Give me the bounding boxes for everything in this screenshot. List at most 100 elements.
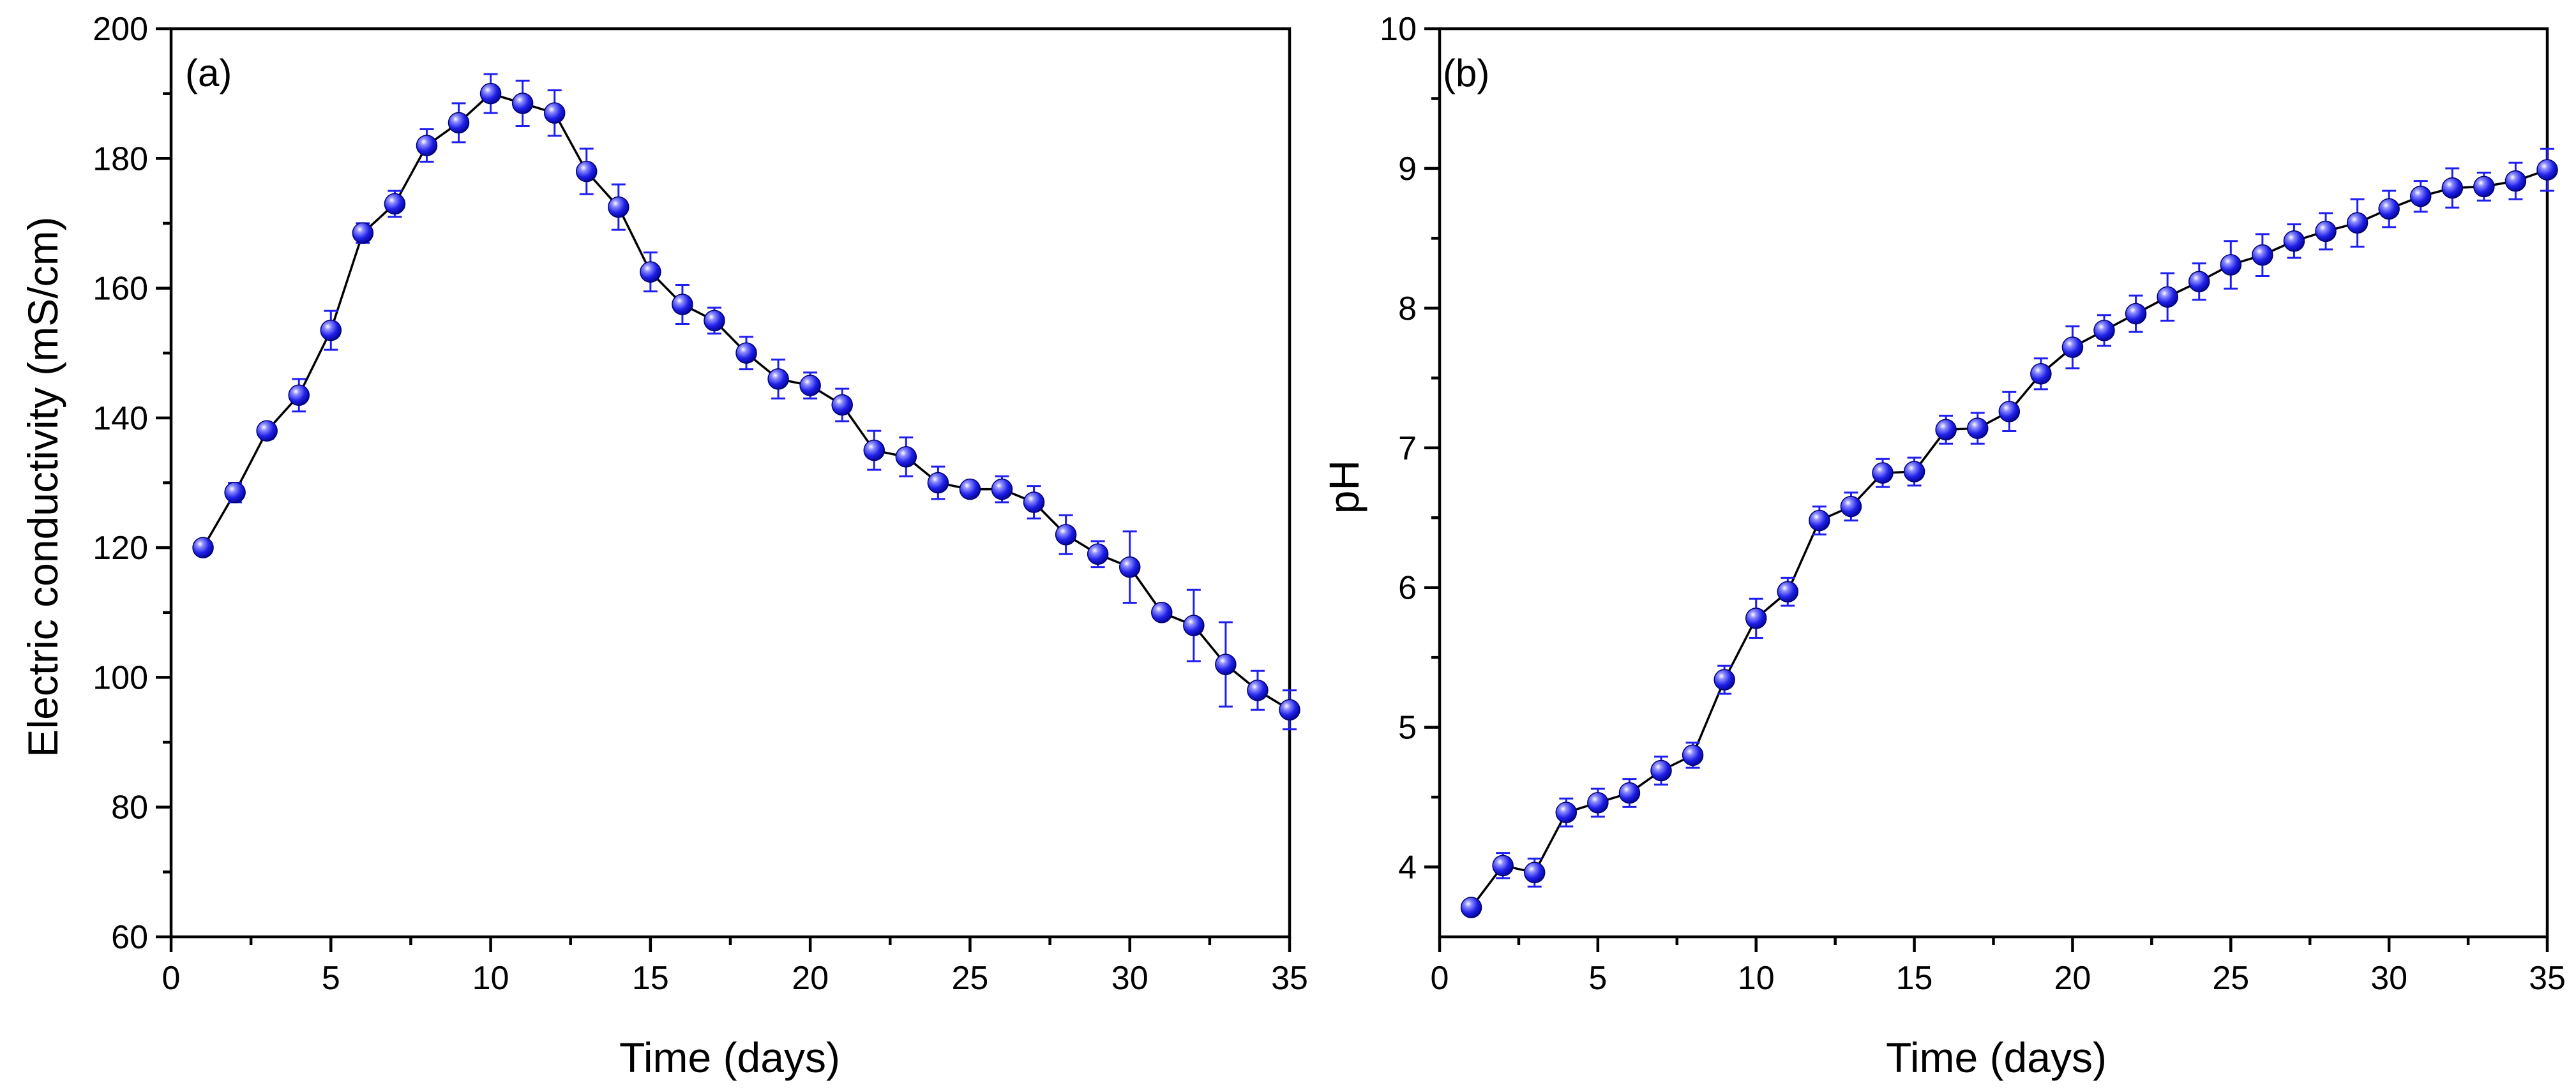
- data-point: [1555, 802, 1578, 823]
- x-tick-label: 5: [322, 960, 340, 997]
- data-point: [2252, 244, 2273, 266]
- y-tick-label: 8: [1398, 290, 1417, 327]
- x-axis-title: Time (days): [619, 1034, 840, 1081]
- data-point: [1777, 581, 1799, 603]
- data-point: [1087, 543, 1109, 565]
- data-point: [1151, 602, 1173, 623]
- data-point: [1809, 509, 1830, 532]
- data-point: [511, 93, 534, 114]
- data-point: [479, 82, 502, 105]
- data-point: [1935, 419, 1957, 441]
- data-point: [2409, 185, 2432, 207]
- data-point: [1119, 556, 1141, 578]
- data-point: [2473, 175, 2495, 198]
- data-point: [1872, 462, 1894, 484]
- data-point: [1523, 862, 1546, 884]
- data-point: [1966, 417, 1989, 439]
- panel-label: (b): [1443, 52, 1489, 94]
- x-tick-label: 15: [1896, 960, 1933, 997]
- data-point: [1682, 744, 1704, 766]
- y-tick-label: 4: [1398, 849, 1417, 886]
- data-point: [927, 472, 949, 494]
- data-point: [384, 193, 406, 215]
- data-point: [288, 384, 310, 407]
- data-point: [1023, 491, 1045, 513]
- y-tick-label: 120: [93, 530, 148, 567]
- x-tick-label: 25: [2212, 960, 2249, 997]
- x-tick-label: 35: [1271, 960, 1308, 997]
- data-point: [1247, 680, 1269, 701]
- data-point: [256, 420, 278, 442]
- plot-frame: [169, 27, 1292, 939]
- data-point: [2093, 320, 2115, 341]
- y-tick-label: 160: [93, 271, 148, 308]
- y-tick-label: 10: [1380, 11, 1417, 48]
- y-tick-label: 200: [93, 11, 148, 48]
- x-tick-label: 35: [2529, 960, 2566, 997]
- data-point: [799, 375, 821, 396]
- y-tick-label: 140: [93, 400, 148, 437]
- data-point: [320, 319, 342, 341]
- series-line: [202, 92, 1290, 711]
- data-point: [1998, 401, 2021, 422]
- data-point: [991, 478, 1013, 500]
- y-tick-label: 60: [111, 919, 148, 956]
- data-point: [959, 478, 981, 500]
- y-axis-title: pH: [1320, 460, 1367, 514]
- data-point: [1618, 782, 1641, 804]
- y-tick-label: 5: [1398, 710, 1417, 747]
- panel-label: (a): [185, 52, 232, 94]
- x-tick-label: 20: [2054, 960, 2091, 997]
- chart-panel-a: (a) Time (days) Electric conductivity (m…: [19, 11, 1308, 1081]
- data-point: [2125, 302, 2147, 325]
- x-tick-label: 25: [952, 960, 989, 997]
- y-tick-label: 6: [1398, 570, 1417, 607]
- data-point: [352, 222, 374, 244]
- data-point: [2315, 220, 2337, 243]
- data-point: [1215, 653, 1237, 675]
- data-point: [1745, 608, 1767, 629]
- y-tick-label: 180: [93, 140, 148, 177]
- x-axis-title: Time (days): [1886, 1034, 2107, 1081]
- data-point: [416, 135, 438, 156]
- data-point: [192, 537, 214, 558]
- y-tick-label: 7: [1398, 430, 1417, 467]
- data-point: [767, 368, 789, 390]
- data-point: [2378, 198, 2400, 220]
- data-point: [608, 196, 629, 218]
- data-point: [831, 394, 853, 416]
- data-point: [575, 160, 598, 183]
- data-point: [1714, 669, 1735, 691]
- data-point: [704, 310, 725, 332]
- data-point: [1183, 615, 1205, 636]
- x-tick-label: 0: [162, 960, 181, 997]
- data-point: [640, 261, 661, 283]
- data-point: [2157, 286, 2178, 308]
- data-point: [1587, 792, 1609, 814]
- data-point: [2441, 177, 2464, 199]
- data-point: [2030, 362, 2052, 385]
- x-tick-label: 5: [1588, 960, 1607, 997]
- x-tick-label: 30: [1111, 960, 1149, 997]
- x-tick-label: 20: [792, 960, 829, 997]
- y-tick-label: 80: [111, 789, 148, 826]
- y-tick-label: 9: [1398, 151, 1417, 188]
- chart-panel-b: (b) Time (days) pH 0 5 10 15 20 25 30 35 4 5 6 7 8 9 1…: [1320, 11, 2566, 1081]
- data-point: [448, 112, 470, 134]
- data-point: [735, 342, 757, 364]
- data-point: [2346, 212, 2369, 234]
- data-point: [1279, 699, 1300, 720]
- data-point: [1055, 524, 1077, 546]
- data-point: [2188, 271, 2210, 293]
- data-point: [895, 446, 917, 468]
- data-point: [2220, 254, 2242, 276]
- x-tick-label: 0: [1431, 960, 1449, 997]
- x-tick-label: 10: [1738, 960, 1775, 997]
- data-point: [224, 481, 246, 504]
- data-point: [863, 439, 885, 461]
- x-tick-label: 30: [2370, 960, 2407, 997]
- data-point: [1903, 461, 1925, 482]
- data-point: [543, 102, 566, 124]
- y-tick-label: 100: [93, 659, 148, 696]
